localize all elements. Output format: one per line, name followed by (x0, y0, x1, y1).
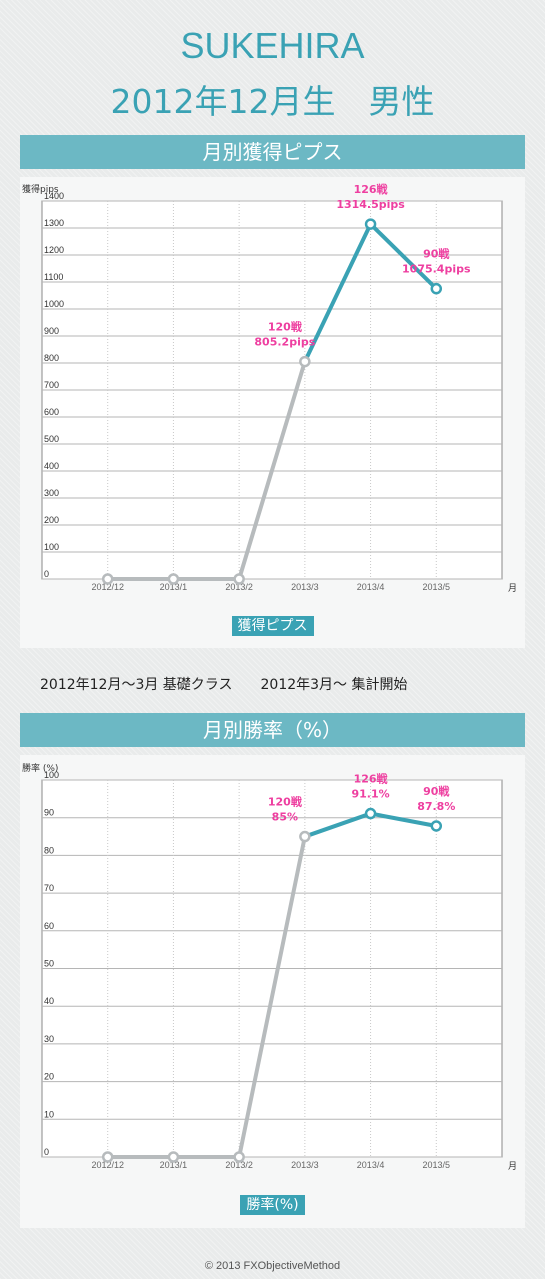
y-tick-label: 300 (44, 488, 59, 498)
x-tick-label: 2013/4 (357, 582, 385, 592)
pips-chart-legend: 獲得ピプス (20, 615, 525, 636)
data-label-value: 1075.4pips (402, 263, 471, 276)
data-point (233, 1151, 245, 1163)
y-tick-label: 900 (44, 326, 59, 336)
pips-chart-legend-label: 獲得ピプス (231, 616, 314, 636)
y-axis-label: 勝率 (%) (22, 762, 58, 774)
data-point (101, 573, 114, 585)
y-tick-label: 400 (44, 461, 59, 471)
data-point (364, 218, 377, 230)
y-tick-label: 0 (44, 569, 49, 579)
x-tick-label: 2013/5 (423, 582, 451, 592)
y-tick-label: 500 (44, 434, 59, 444)
data-label-value: 1314.5pips (336, 198, 405, 211)
pips-chart: 0 100 200 300 400 500 600 700 800 900 1000 1100 1200… (22, 182, 517, 594)
winrate-chart-panel: 0 10 20 30 40 50 60 70 80 90 100 2012/12 2013/1 2013/… (20, 755, 525, 1228)
y-tick-label: 20 (44, 1072, 54, 1082)
x-tick-label: 2013/4 (357, 1160, 385, 1170)
data-point (430, 282, 443, 295)
y-tick-label: 1400 (44, 191, 64, 201)
x-axis-label: 月 (508, 1161, 517, 1172)
x-tick-label: 2013/3 (291, 582, 319, 592)
data-label-value: 85% (272, 811, 298, 824)
y-tick-label: 0 (44, 1147, 49, 1157)
x-tick-label: 2013/2 (225, 582, 253, 592)
y-tick-label: 70 (44, 883, 54, 893)
y-tick-label: 200 (44, 515, 59, 525)
x-tick-label: 2012/12 (91, 1160, 124, 1170)
pips-chart-panel: 0 100 200 300 400 500 600 700 800 900 1000 1100 1200… (20, 177, 525, 648)
winrate-chart-legend: 勝率(%) (20, 1194, 525, 1215)
y-tick-label: 50 (44, 959, 54, 969)
x-axis-label: 月 (508, 583, 517, 594)
x-tick-label: 2013/5 (423, 1160, 451, 1170)
y-tick-label: 600 (44, 407, 59, 417)
y-tick-label: 10 (44, 1109, 54, 1119)
data-label-value: 87.8% (417, 800, 455, 813)
series-line-pre (107, 361, 307, 581)
data-point (167, 1151, 180, 1163)
winrate-chart: 0 10 20 30 40 50 60 70 80 90 100 2012/12 2013/1 2013/… (22, 762, 517, 1172)
user-name: SUKEHIRA (180, 25, 365, 66)
y-tick-label: 100 (44, 542, 59, 552)
pips-chart-title-bar: 月別獲得ピプス (20, 135, 525, 169)
x-tick-label: 2013/3 (291, 1160, 319, 1170)
data-label-battles: 90戦 (423, 784, 450, 798)
y-tick-label: 1000 (44, 299, 64, 309)
series-line-pre (107, 836, 307, 1159)
y-tick-label: 1300 (44, 218, 64, 228)
winrate-chart-legend-label: 勝率(%) (240, 1195, 305, 1215)
y-tick-label: 800 (44, 353, 59, 363)
class-note: 2012年12月〜3月 基礎クラス 2012年3月〜 集計開始 (40, 677, 408, 693)
data-label-battles: 120戦 (268, 795, 303, 809)
data-point (233, 573, 245, 585)
data-point (430, 820, 443, 832)
y-axis-label: 獲得pips (22, 183, 59, 195)
data-label-value: 805.2pips (254, 336, 315, 349)
y-tick-label: 700 (44, 380, 59, 390)
y-tick-label: 1200 (44, 245, 64, 255)
x-tick-label: 2013/2 (225, 1160, 253, 1170)
copyright: © 2013 FXObjectiveMethod (204, 1260, 341, 1272)
data-label-battles: 126戦 (354, 182, 389, 196)
y-tick-label: 40 (44, 996, 54, 1006)
x-tick-label: 2012/12 (91, 582, 124, 592)
y-tick-label: 90 (44, 808, 54, 818)
y-tick-label: 80 (44, 845, 54, 855)
data-label-battles: 126戦 (354, 772, 389, 786)
data-point (299, 830, 311, 843)
data-point (364, 807, 377, 820)
data-point (101, 1151, 114, 1163)
data-point (299, 355, 311, 368)
x-tick-label: 2013/1 (160, 1160, 188, 1170)
data-point (167, 573, 180, 585)
y-tick-label: 1100 (44, 272, 63, 282)
x-tick-label: 2013/1 (160, 582, 188, 592)
user-profile-subtitle: 2012年12月生 男性 (110, 82, 435, 121)
data-label-value: 91.1% (351, 788, 389, 801)
y-tick-label: 100 (44, 770, 59, 780)
winrate-chart-title-bar: 月別勝率（%） (20, 713, 525, 747)
data-label-battles: 90戦 (423, 247, 450, 261)
data-label-battles: 120戦 (268, 320, 303, 334)
y-tick-label: 30 (44, 1034, 54, 1044)
y-tick-label: 60 (44, 921, 54, 931)
